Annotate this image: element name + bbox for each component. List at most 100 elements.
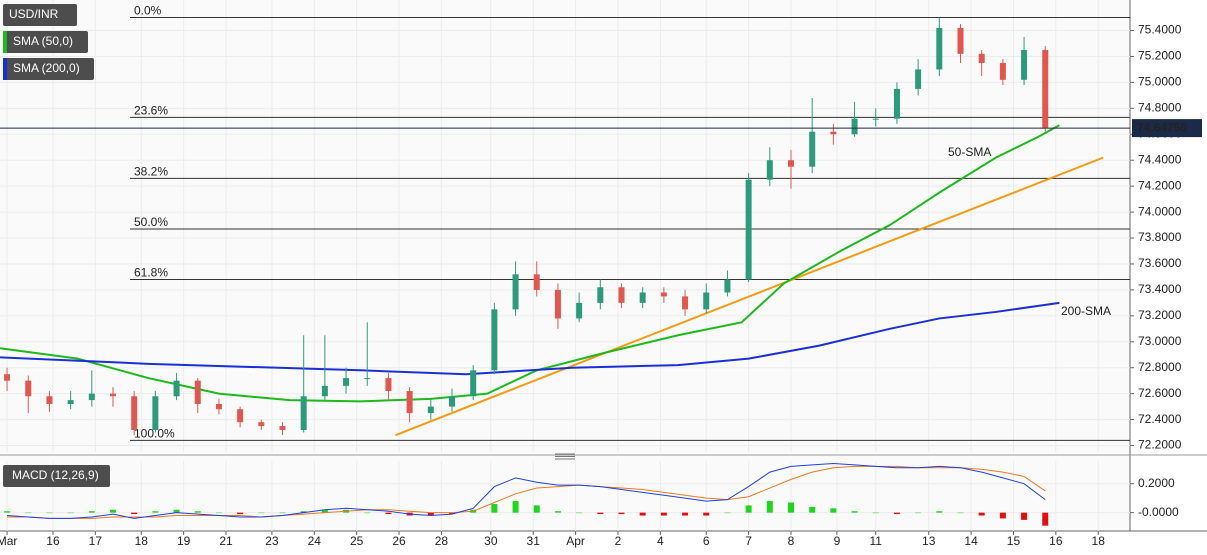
x-tick-label: 17 (89, 534, 103, 548)
legend-entry: SMA (200,0) (13, 61, 80, 75)
last-price-label: 74.64750 (1137, 120, 1187, 134)
x-tick-label: Mar (0, 534, 17, 548)
candle-body (406, 391, 413, 414)
histogram-bar (618, 512, 625, 515)
histogram-bar (215, 512, 222, 514)
candle-body (427, 406, 434, 414)
histogram-bar (4, 511, 11, 513)
candle-body (321, 385, 328, 397)
histogram-bar (660, 512, 667, 516)
histogram-bar (194, 511, 201, 513)
candle-body (215, 404, 222, 410)
histogram-bar (321, 509, 328, 513)
sma-line (0, 124, 1060, 403)
histogram-bar (851, 511, 858, 513)
histogram-bar (872, 512, 879, 514)
candle-body (533, 274, 540, 290)
candle-body (618, 287, 625, 303)
candle-body (88, 393, 95, 401)
x-tick-label: 4 (657, 534, 664, 548)
y-tick-label: 75.0000 (1138, 75, 1182, 89)
sma-annotation: 200-SMA (1061, 304, 1111, 318)
x-tick-label: 16 (1049, 534, 1063, 548)
y-tick-label: 0.2000 (1138, 476, 1175, 490)
y-tick-label: 73.8000 (1138, 230, 1182, 244)
histogram-bar (893, 512, 900, 515)
legend: USD/INR SMA (50,0) SMA (200,0) MACD (12,… (3, 4, 110, 487)
candle-body (300, 396, 307, 430)
x-tick-label: Apr (566, 534, 585, 548)
y-tick-label: 72.4000 (1138, 412, 1182, 426)
x-tick-label: 26 (392, 534, 406, 548)
y-tick-label: 74.8000 (1138, 101, 1182, 115)
x-tick-label: 28 (435, 534, 449, 548)
histogram-bar (491, 503, 498, 513)
histogram-bar (957, 512, 964, 514)
macd-line (7, 462, 1046, 519)
histogram-bar (512, 501, 519, 513)
histogram-bar (639, 512, 646, 516)
candle-body (554, 289, 561, 319)
y-tick-label: 72.6000 (1138, 386, 1182, 400)
histogram-bar (46, 512, 53, 514)
candle-body (258, 422, 265, 427)
candle-body (25, 380, 32, 397)
y-tick-label: 74.0000 (1138, 204, 1182, 218)
y-tick-label: -0.0000 (1138, 505, 1179, 519)
candle-body (766, 160, 773, 180)
histogram-bar (703, 512, 710, 516)
x-tick-label: 16 (46, 534, 60, 548)
histogram-bar (152, 511, 159, 513)
y-tick-label: 73.6000 (1138, 256, 1182, 270)
y-tick-label: 74.2000 (1138, 178, 1182, 192)
candle-body (999, 62, 1006, 80)
histogram-bar (830, 508, 837, 513)
x-tick-label: 18 (1092, 534, 1106, 548)
histogram-bar (173, 509, 180, 513)
histogram-bar (724, 512, 731, 514)
y-tick-label: 73.0000 (1138, 334, 1182, 348)
candle-body (893, 88, 900, 119)
histogram-bar (385, 512, 392, 515)
histogram-bar (1021, 512, 1028, 520)
candle-body (237, 409, 244, 423)
candle-body (639, 292, 646, 303)
fib-label: 61.8% (134, 266, 168, 280)
candle-body (131, 396, 138, 430)
x-tick-label: 25 (350, 534, 364, 548)
histogram-bar (88, 511, 95, 513)
histogram-bar (682, 512, 689, 516)
fib-label: 23.6% (134, 104, 168, 118)
legend-swatch (3, 31, 7, 53)
candle-body (915, 69, 922, 89)
y-tick-label: 72.2000 (1138, 438, 1182, 452)
candle-body (4, 374, 11, 381)
macd-title: MACD (12,26,9) (12, 468, 99, 482)
candle-body (152, 396, 159, 430)
candle-body (788, 160, 794, 167)
x-tick-label: 15 (1007, 534, 1021, 548)
candle-body (343, 378, 350, 386)
fib-label: 38.2% (134, 165, 168, 179)
histogram-bar (110, 509, 116, 513)
legend-box (3, 58, 94, 80)
y-tick-label: 73.2000 (1138, 308, 1182, 322)
candle-body (978, 53, 985, 63)
histogram-bar (1042, 512, 1049, 526)
candle-body (173, 380, 180, 397)
histogram-bar (67, 512, 74, 514)
histogram-bar (915, 512, 922, 514)
last-price-box (1132, 119, 1202, 138)
histogram-bar (788, 502, 794, 513)
legend-box (3, 465, 110, 487)
y-tick-label: 72.8000 (1138, 360, 1182, 374)
histogram-bar (936, 511, 943, 513)
x-tick-label: 9 (834, 534, 841, 548)
histogram-bar (427, 512, 434, 516)
x-tick-label: 2 (615, 534, 622, 548)
candle-body (110, 393, 116, 397)
candle-body (46, 396, 53, 405)
x-tick-label: 14 (964, 534, 978, 548)
candle-body (512, 274, 519, 310)
